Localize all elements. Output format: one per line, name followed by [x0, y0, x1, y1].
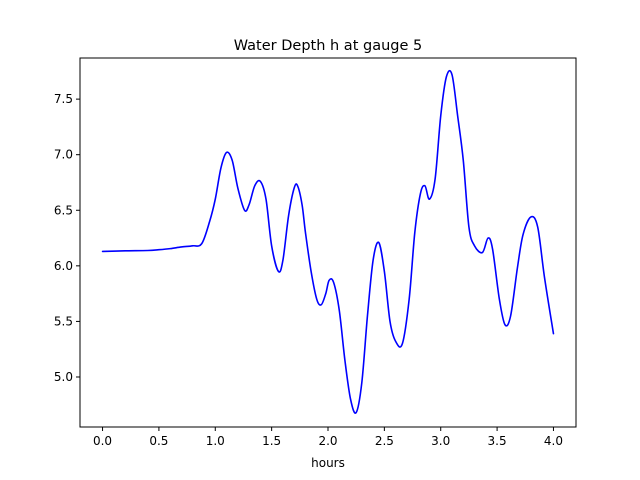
x-tick-label: 4.0: [544, 434, 563, 448]
y-tick-label: 5.0: [54, 370, 73, 384]
x-tick-label: 1.5: [262, 434, 281, 448]
x-tick-label: 2.5: [375, 434, 394, 448]
x-tick-label: 2.0: [318, 434, 337, 448]
y-tick-label: 5.5: [54, 314, 73, 328]
x-tick-label: 3.5: [488, 434, 507, 448]
x-tick-label: 0.0: [93, 434, 112, 448]
series-line-0: [101, 69, 555, 414]
x-tick-label: 3.0: [431, 434, 450, 448]
y-axis: 5.0 5.5 6.0 6.5 7.0 7.5: [54, 92, 80, 384]
y-tick-label: 7.5: [54, 92, 73, 106]
y-tick-label: 7.0: [54, 148, 73, 162]
x-tick-label: 1.0: [206, 434, 225, 448]
chart-title: Water Depth h at gauge 5: [234, 38, 422, 54]
x-axis: 0.0 0.5 1.0 1.5 2.0 2.5 3.0 3.5 4.0: [93, 427, 563, 448]
x-tick-label: 0.5: [149, 434, 168, 448]
y-tick-label: 6.0: [54, 259, 73, 273]
series-layer: [101, 69, 555, 414]
x-axis-label: hours: [311, 456, 345, 470]
y-tick-label: 6.5: [54, 203, 73, 217]
